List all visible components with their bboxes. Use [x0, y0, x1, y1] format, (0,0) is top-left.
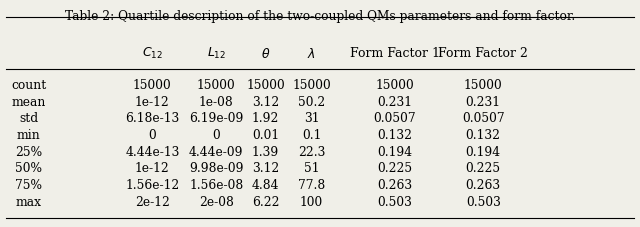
Text: 0.263: 0.263	[466, 178, 500, 191]
Text: 1e-12: 1e-12	[135, 95, 170, 108]
Text: 0.225: 0.225	[466, 161, 500, 175]
Text: 6.18e-13: 6.18e-13	[125, 112, 179, 125]
Text: 22.3: 22.3	[298, 145, 325, 158]
Text: 50.2: 50.2	[298, 95, 325, 108]
Text: 4.44e-09: 4.44e-09	[189, 145, 244, 158]
Text: 0.0507: 0.0507	[462, 112, 504, 125]
Text: 15000: 15000	[292, 79, 331, 92]
Text: 0: 0	[212, 128, 220, 141]
Text: 15000: 15000	[464, 79, 502, 92]
Text: 0.1: 0.1	[302, 128, 321, 141]
Text: mean: mean	[12, 95, 46, 108]
Text: min: min	[17, 128, 41, 141]
Text: 1.39: 1.39	[252, 145, 279, 158]
Text: Form Factor 1: Form Factor 1	[350, 47, 440, 60]
Text: $C_{12}$: $C_{12}$	[142, 46, 163, 61]
Text: 0.231: 0.231	[378, 95, 412, 108]
Text: $\lambda$: $\lambda$	[307, 46, 316, 60]
Text: 0.503: 0.503	[466, 195, 500, 208]
Text: $L_{12}$: $L_{12}$	[207, 46, 226, 61]
Text: 2e-08: 2e-08	[199, 195, 234, 208]
Text: 0.263: 0.263	[378, 178, 412, 191]
Text: count: count	[11, 79, 47, 92]
Text: 0.194: 0.194	[378, 145, 412, 158]
Text: 3.12: 3.12	[252, 95, 279, 108]
Text: 50%: 50%	[15, 161, 42, 175]
Text: 6.22: 6.22	[252, 195, 279, 208]
Text: 25%: 25%	[15, 145, 42, 158]
Text: 4.84: 4.84	[252, 178, 279, 191]
Text: 0.194: 0.194	[466, 145, 500, 158]
Text: 15000: 15000	[246, 79, 285, 92]
Text: 0.01: 0.01	[252, 128, 279, 141]
Text: 1e-08: 1e-08	[199, 95, 234, 108]
Text: 0.132: 0.132	[466, 128, 500, 141]
Text: Form Factor 2: Form Factor 2	[438, 47, 528, 60]
Text: 15000: 15000	[197, 79, 236, 92]
Text: 31: 31	[304, 112, 319, 125]
Text: 0.231: 0.231	[466, 95, 500, 108]
Text: 2e-12: 2e-12	[135, 195, 170, 208]
Text: 1.56e-08: 1.56e-08	[189, 178, 243, 191]
Text: std: std	[19, 112, 38, 125]
Text: max: max	[16, 195, 42, 208]
Text: 1.56e-12: 1.56e-12	[125, 178, 179, 191]
Text: 75%: 75%	[15, 178, 42, 191]
Text: 0.132: 0.132	[378, 128, 412, 141]
Text: 15000: 15000	[133, 79, 172, 92]
Text: 0.0507: 0.0507	[374, 112, 416, 125]
Text: 1e-12: 1e-12	[135, 161, 170, 175]
Text: 0.503: 0.503	[378, 195, 412, 208]
Text: 6.19e-09: 6.19e-09	[189, 112, 243, 125]
Text: 4.44e-13: 4.44e-13	[125, 145, 179, 158]
Text: 100: 100	[300, 195, 323, 208]
Text: 51: 51	[304, 161, 319, 175]
Text: 1.92: 1.92	[252, 112, 279, 125]
Text: 15000: 15000	[376, 79, 414, 92]
Text: 0.225: 0.225	[378, 161, 412, 175]
Text: Table 2: Quartile description of the two-coupled QMs parameters and form factor.: Table 2: Quartile description of the two…	[65, 10, 575, 23]
Text: 0: 0	[148, 128, 156, 141]
Text: 3.12: 3.12	[252, 161, 279, 175]
Text: $\theta$: $\theta$	[261, 46, 270, 60]
Text: 9.98e-09: 9.98e-09	[189, 161, 244, 175]
Text: 77.8: 77.8	[298, 178, 325, 191]
